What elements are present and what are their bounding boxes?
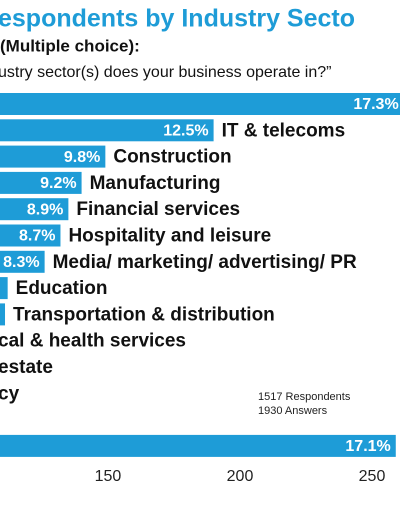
note: 1930 Answers [258, 405, 328, 417]
x-tick-label: 200 [227, 468, 254, 485]
value-label: 9.2% [40, 175, 76, 192]
bar [0, 171, 82, 194]
value-label: 8.7% [19, 228, 55, 245]
category-label: estate [0, 357, 53, 378]
value-label: 9.8% [64, 149, 100, 166]
bar [0, 198, 69, 221]
value-label: 17.3% [353, 96, 398, 113]
x-tick-label: 150 [95, 468, 122, 485]
bar [0, 145, 106, 168]
category-label: cy [0, 383, 20, 404]
category-label: Financial services [76, 199, 240, 220]
bar [0, 224, 61, 247]
bar [0, 434, 396, 457]
category-label: cal & health services [0, 331, 186, 352]
value-label: 12.5% [163, 123, 208, 140]
bar [0, 303, 6, 326]
category-label: IT & telecoms [222, 120, 346, 141]
chart-subtitle: (Multiple choice): [0, 36, 140, 55]
bar [0, 119, 214, 142]
category-label: Hospitality and leisure [68, 226, 271, 247]
value-label: 8.3% [3, 254, 39, 271]
x-tick-label: 250 [359, 468, 386, 485]
category-label: Education [16, 278, 108, 299]
bar [0, 277, 8, 300]
value-label: 17.1% [345, 438, 390, 455]
category-label: Manufacturing [90, 173, 221, 194]
category-label: Media/ marketing/ advertising/ PR [53, 252, 357, 273]
category-label: Construction [113, 147, 231, 168]
chart-title: espondents by Industry Secto [0, 5, 355, 33]
question: ustry sector(s) does your business opera… [0, 64, 331, 81]
note: 1517 Respondents [258, 391, 351, 403]
bar [0, 93, 400, 115]
value-label: 8.9% [27, 201, 63, 218]
bar [0, 250, 45, 273]
category-label: Transportation & distribution [13, 304, 275, 325]
